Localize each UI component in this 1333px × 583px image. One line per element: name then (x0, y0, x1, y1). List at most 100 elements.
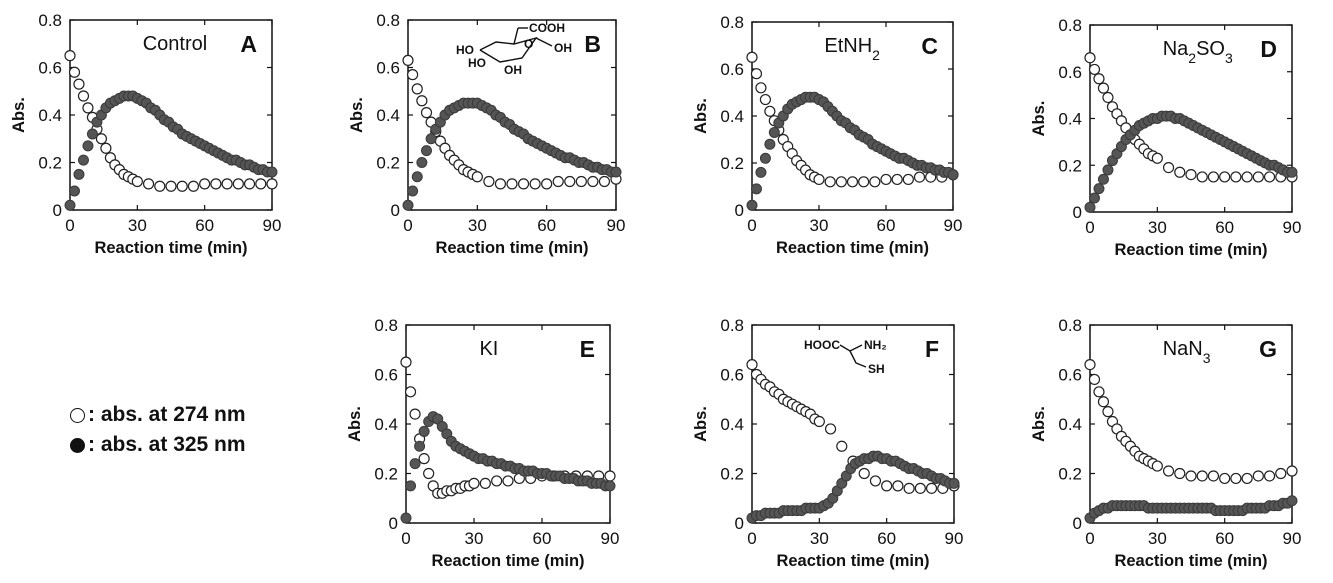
y-axis-label: Abs. (692, 98, 710, 134)
data-point-274nm (846, 176, 859, 188)
y-tick-label: 0.4 (374, 415, 398, 434)
y-tick-label: 0.4 (376, 106, 400, 125)
data-point-325nm (402, 199, 414, 211)
data-point-274nm (1241, 171, 1253, 183)
data-point-274nm (1162, 161, 1175, 174)
data-point-274nm (891, 173, 903, 186)
data-point-325nm (68, 185, 80, 197)
y-axis-label: Abs. (692, 406, 710, 442)
panel-letter: E (580, 336, 595, 362)
data-point-274nm (575, 175, 587, 188)
x-tick-label: 90 (607, 216, 626, 235)
data-point-274nm (1151, 152, 1163, 164)
data-point-325nm (82, 140, 94, 152)
panel-letter: B (584, 31, 601, 57)
data-point-325nm (86, 128, 98, 140)
data-point-274nm (77, 90, 90, 102)
data-point-325nm (768, 126, 780, 138)
panel-letter: A (240, 31, 257, 57)
x-tick-label: 30 (468, 216, 487, 235)
y-tick-label: 0.6 (1058, 63, 1082, 82)
chart-panel-a: 0 0.2 0.4 0.6 0.8 0 30 60 90 Reaction time (min) A… (10, 11, 281, 257)
condition-label: Control (143, 33, 207, 55)
data-point-274nm (1207, 171, 1220, 183)
data-point-274nm (409, 408, 421, 420)
data-point-274nm (468, 477, 480, 489)
data-point-274nm (73, 78, 85, 90)
data-point-274nm (858, 176, 870, 188)
legend-item-274: : abs. at 274 nm (70, 400, 246, 430)
data-point-274nm (902, 173, 914, 186)
data-point-274nm (869, 475, 882, 487)
data-point-274nm (1263, 470, 1276, 482)
y-tick-label: 0.6 (38, 59, 62, 78)
condition-label: NaN3 (1163, 338, 1211, 366)
condition-label: EtNH2 (824, 35, 880, 63)
data-point-325nm (64, 199, 76, 211)
data-point-274nm (858, 467, 870, 480)
data-point-274nm (1102, 406, 1114, 418)
struct-label: HOOC (804, 338, 840, 352)
data-point-274nm (1263, 171, 1276, 183)
panel-letter: G (1259, 336, 1277, 362)
data-point-274nm (165, 180, 177, 192)
data-point-274nm (176, 180, 188, 192)
condition-label: Na2SO3 (1163, 38, 1233, 66)
struct-label: HO (456, 43, 474, 57)
struct-label: O (524, 37, 533, 51)
y-tick-label: 0.8 (374, 316, 398, 335)
data-point-274nm (1174, 166, 1186, 178)
y-tick-label: 0 (735, 514, 744, 533)
data-point-325nm (407, 185, 419, 197)
data-point-325nm (750, 183, 762, 195)
data-point-325nm (425, 133, 437, 145)
y-axis-label: Abs. (1030, 101, 1048, 137)
struct-label: SH (868, 362, 885, 376)
y-tick-label: 0.2 (720, 154, 744, 173)
y-axis-label: Abs. (1030, 406, 1048, 442)
y-tick-label: 0.2 (376, 154, 400, 173)
y-tick-label: 0.8 (720, 316, 744, 335)
data-point-274nm (1219, 171, 1231, 183)
data-point-274nm (604, 470, 616, 482)
data-point-274nm (418, 453, 430, 465)
data-point-325nm (416, 157, 428, 168)
x-tick-label: 0 (1085, 529, 1094, 548)
data-point-274nm (411, 83, 423, 95)
y-axis-label: Abs. (348, 97, 366, 133)
y-tick-label: 0.4 (720, 107, 744, 126)
x-tick-label: 60 (877, 216, 896, 235)
y-tick-label: 0.2 (38, 154, 62, 173)
data-point-325nm (414, 440, 426, 452)
data-point-274nm (420, 107, 433, 119)
x-tick-label: 60 (1215, 218, 1234, 237)
y-tick-label: 0.2 (374, 465, 398, 484)
data-point-274nm (764, 105, 776, 117)
y-tick-label: 0.6 (720, 366, 744, 385)
data-point-325nm (1093, 183, 1105, 195)
struct-label: NH₂ (864, 338, 887, 352)
struct-label: OH (554, 41, 572, 55)
data-point-274nm (1185, 169, 1197, 181)
x-axis-label: Reaction time (min) (776, 552, 929, 570)
ring-bond (535, 37, 553, 47)
x-tick-label: 0 (401, 529, 410, 548)
data-point-325nm (948, 477, 960, 489)
data-point-274nm (402, 54, 414, 66)
x-tick-label: 30 (1148, 218, 1167, 237)
data-point-274nm (494, 178, 507, 190)
data-point-274nm (266, 178, 278, 190)
data-point-274nm (1286, 465, 1298, 477)
data-point-274nm (813, 415, 825, 428)
x-tick-label: 30 (465, 529, 484, 548)
data-point-274nm (1088, 373, 1101, 386)
data-point-274nm (64, 50, 76, 62)
data-point-274nm (1151, 460, 1163, 472)
x-tick-label: 60 (877, 529, 896, 548)
data-point-325nm (1084, 201, 1096, 213)
data-point-274nm (529, 178, 541, 190)
data-point-274nm (824, 423, 837, 435)
data-point-325nm (1097, 173, 1109, 185)
data-point-274nm (506, 178, 518, 190)
